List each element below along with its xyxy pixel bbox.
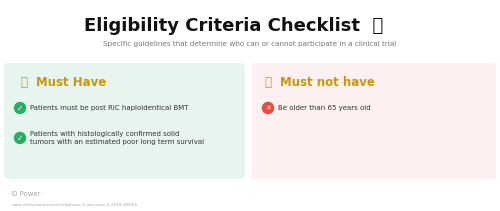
Text: 👍: 👍 bbox=[20, 76, 27, 88]
Text: ✕: ✕ bbox=[265, 105, 271, 111]
Text: Eligibility Criteria Checklist  📋: Eligibility Criteria Checklist 📋 bbox=[84, 17, 384, 35]
Circle shape bbox=[14, 103, 26, 114]
Circle shape bbox=[14, 133, 26, 143]
Text: 👎: 👎 bbox=[264, 76, 271, 88]
Text: Be older than 65 years old: Be older than 65 years old bbox=[278, 105, 370, 111]
Text: Specific guidelines that determine who can or cannot participate in a clinical t: Specific guidelines that determine who c… bbox=[104, 41, 397, 47]
Text: Must Have: Must Have bbox=[36, 76, 106, 88]
Text: Patients must be post RIC haploidentical BMT: Patients must be post RIC haploidentical… bbox=[30, 105, 188, 111]
Text: Must not have: Must not have bbox=[280, 76, 375, 88]
Text: ✓: ✓ bbox=[17, 134, 23, 142]
Text: www.withpower.com/trial/phase-2-sarcoma-4-2018-68065: www.withpower.com/trial/phase-2-sarcoma-… bbox=[12, 203, 138, 207]
FancyBboxPatch shape bbox=[252, 63, 496, 179]
Text: ✓: ✓ bbox=[17, 104, 23, 112]
Text: Patients with histologically confirmed solid
tumors with an estimated poor long : Patients with histologically confirmed s… bbox=[30, 131, 204, 145]
Circle shape bbox=[262, 103, 274, 114]
FancyBboxPatch shape bbox=[4, 63, 245, 179]
Text: Ɖ Power: Ɖ Power bbox=[12, 191, 40, 197]
